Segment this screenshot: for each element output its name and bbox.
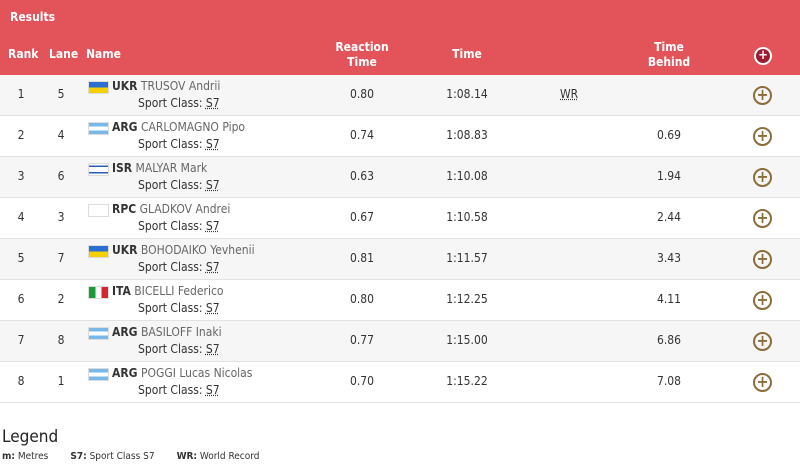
rank: 1 [17,87,25,101]
expand-row-icon[interactable]: + [753,127,772,146]
time: 1:15.00 [446,333,488,347]
athlete-name[interactable]: UKR TRUSOV Andrii [112,79,221,93]
expand-row-icon[interactable]: + [753,332,772,351]
rank: 3 [17,169,25,183]
reaction-time: 0.80 [349,87,375,101]
legend: Legend m: Metres S7: Sport Class S7 WR: … [2,427,282,462]
legend-item: m: Metres [2,451,49,462]
col-name: Name [86,47,121,61]
expand-row-icon[interactable]: + [753,209,772,228]
table-row: 1 5 UKR TRUSOV Andrii Sport Class: S7 0.… [0,75,800,116]
table-row: 5 7 UKR BOHODAIKO Yevhenii Sport Class: … [0,239,800,280]
lane: 2 [57,292,65,306]
time-behind: 7.08 [656,374,682,388]
sport-class: Sport Class: S7 [138,178,220,192]
arg-flag-icon [88,368,109,381]
time-behind: 6.86 [656,333,682,347]
time-behind: 4.11 [656,292,682,306]
expand-all-icon[interactable]: + [754,47,772,65]
record: WR [560,87,579,101]
lane: 7 [57,251,65,265]
reaction-time: 0.70 [349,374,375,388]
time-behind: 0.69 [656,128,682,142]
time: 1:08.14 [446,87,488,101]
rank: 2 [17,128,25,142]
time-behind: 1.94 [656,169,682,183]
rank: 8 [17,374,25,388]
rank: 7 [17,333,25,347]
legend-title: Legend [2,427,59,447]
sport-class: Sport Class: S7 [138,260,220,274]
lane: 1 [57,374,65,388]
table-row: 3 6 ISR MALYAR Mark Sport Class: S7 0.63… [0,157,800,198]
athlete-name[interactable]: ARG BASILOFF Inaki [112,325,222,339]
time: 1:11.57 [446,251,488,265]
col-lane: Lane [49,47,79,61]
lane: 3 [57,210,65,224]
time-behind: 3.43 [656,251,682,265]
sport-class: Sport Class: S7 [138,137,220,151]
col-rank: Rank [8,47,39,61]
results-table: 1 5 UKR TRUSOV Andrii Sport Class: S7 0.… [0,75,800,403]
athlete-name[interactable]: RPC GLADKOV Andrei [112,202,231,216]
legend-item: WR: World Record [176,451,260,462]
expand-row-icon[interactable]: + [753,168,772,187]
lane: 4 [57,128,65,142]
athlete-name[interactable]: UKR BOHODAIKO Yevhenii [112,243,255,257]
reaction-time: 0.81 [349,251,375,265]
table-row: 6 2 ITA BICELLI Federico Sport Class: S7… [0,280,800,321]
legend-item: S7: Sport Class S7 [70,451,155,462]
reaction-time: 0.77 [349,333,375,347]
results-title: Results [10,10,56,24]
results-header: Results Rank Lane Name Reaction Time Tim… [0,0,800,75]
athlete-name[interactable]: ITA BICELLI Federico [112,284,224,298]
arg-flag-icon [88,122,109,135]
col-time-behind: Time Behind [647,40,691,69]
time: 1:15.22 [446,374,488,388]
sport-class: Sport Class: S7 [138,96,220,110]
rpc-flag-icon [88,204,109,217]
time: 1:08.83 [446,128,488,142]
rank: 5 [17,251,25,265]
sport-class: Sport Class: S7 [138,301,220,315]
lane: 5 [57,87,65,101]
expand-row-icon[interactable]: + [753,250,772,269]
athlete-name[interactable]: ARG POGGI Lucas Nicolas [112,366,253,380]
ukr-flag-icon [88,81,109,94]
table-row: 2 4 ARG CARLOMAGNO Pipo Sport Class: S7 … [0,116,800,157]
arg-flag-icon [88,327,109,340]
reaction-time: 0.74 [349,128,375,142]
lane: 8 [57,333,65,347]
table-row: 8 1 ARG POGGI Lucas Nicolas Sport Class:… [0,362,800,403]
table-row: 4 3 RPC GLADKOV Andrei Sport Class: S7 0… [0,198,800,239]
time: 1:12.25 [446,292,488,306]
reaction-time: 0.63 [349,169,375,183]
sport-class: Sport Class: S7 [138,342,220,356]
ukr-flag-icon [88,245,109,258]
time: 1:10.08 [446,169,488,183]
isr-flag-icon [88,163,109,176]
lane: 6 [57,169,65,183]
expand-row-icon[interactable]: + [753,291,772,310]
expand-row-icon[interactable]: + [753,373,772,392]
athlete-name[interactable]: ISR MALYAR Mark [112,161,208,175]
col-reaction-time: Reaction Time [335,40,389,69]
time-behind: 2.44 [656,210,682,224]
reaction-time: 0.80 [349,292,375,306]
rank: 6 [17,292,25,306]
table-row: 7 8 ARG BASILOFF Inaki Sport Class: S7 0… [0,321,800,362]
sport-class: Sport Class: S7 [138,219,220,233]
rank: 4 [17,210,25,224]
athlete-name[interactable]: ARG CARLOMAGNO Pipo [112,120,246,134]
sport-class: Sport Class: S7 [138,383,220,397]
expand-row-icon[interactable]: + [753,86,772,105]
ita-flag-icon [88,286,109,299]
col-time: Time [452,47,482,61]
time: 1:10.58 [446,210,488,224]
reaction-time: 0.67 [349,210,375,224]
